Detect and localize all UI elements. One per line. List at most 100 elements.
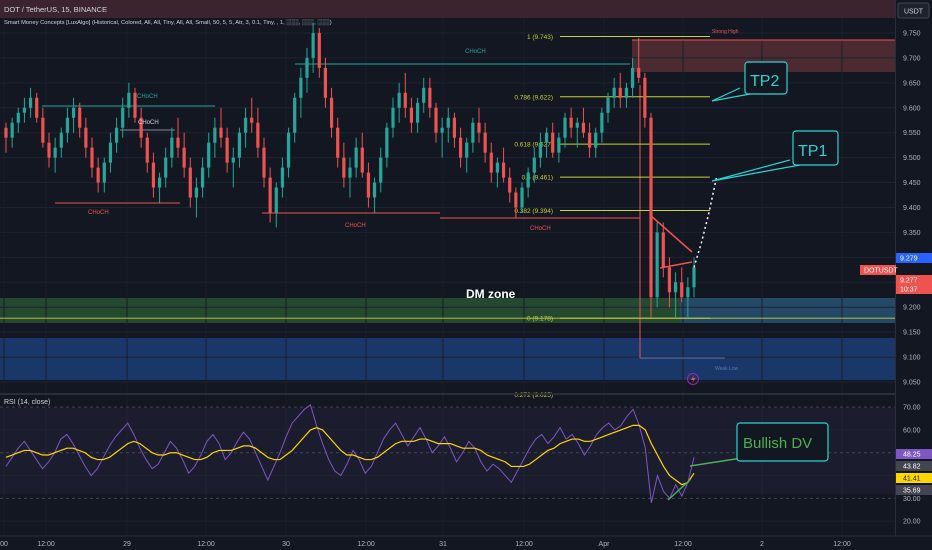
- tp1-label: TP1: [798, 143, 827, 160]
- candle-body: [114, 127, 119, 143]
- rsi-tick-label: 20.00: [903, 519, 921, 526]
- candle-body: [59, 132, 63, 148]
- candle-body: [194, 187, 199, 198]
- candle-body: [188, 167, 192, 198]
- grid-lines: [0, 18, 895, 536]
- choch-label-3: CHoCH: [465, 49, 486, 55]
- price-label: DOTUSDT: [864, 268, 899, 275]
- candle-body: [151, 162, 156, 188]
- candle-body: [336, 127, 340, 158]
- candle-body: [164, 157, 168, 178]
- price-label-bg: [896, 253, 932, 263]
- tp2-box: [744, 61, 788, 95]
- candle-body: [575, 122, 579, 128]
- candle-body: [323, 67, 328, 98]
- rsi-grid: [0, 406, 895, 522]
- candle-body: [372, 182, 377, 198]
- price-tick-label: 9.750: [903, 30, 921, 37]
- dm-zone-label: DM zone: [466, 287, 516, 301]
- candle-body: [280, 167, 285, 188]
- candle-body: [182, 147, 186, 168]
- candle-body: [96, 167, 100, 183]
- price-tick-label: 9.400: [903, 205, 921, 212]
- time-tick-label: 12:00: [515, 541, 533, 548]
- candle-body: [618, 87, 622, 98]
- price-label: 10:37: [900, 287, 918, 294]
- price-tick-label: 9.450: [903, 180, 921, 187]
- tp1-box: [792, 130, 839, 166]
- time-axis[interactable]: [0, 536, 932, 550]
- candle-body: [692, 267, 696, 288]
- candle-body: [557, 137, 561, 153]
- candle-body: [673, 282, 678, 293]
- candle-body: [667, 267, 672, 293]
- fib-level-label: 0 (9.178): [527, 316, 553, 323]
- candle-body: [139, 117, 143, 138]
- candle-body: [53, 147, 57, 158]
- candle-body: [637, 67, 641, 78]
- price-tick-label: 9.550: [903, 130, 921, 137]
- choch-label-6: CHoCH: [138, 120, 159, 126]
- candle-body: [4, 127, 8, 138]
- candle-body: [686, 287, 690, 298]
- candle-body: [213, 127, 217, 143]
- candle-body: [428, 87, 432, 108]
- price-tick-label: 9.350: [903, 230, 921, 237]
- candles: [4, 22, 696, 318]
- candle-body: [268, 177, 272, 213]
- rsi-tick-label: 30.00: [903, 496, 921, 503]
- rsi-title: RSI (14, close): [4, 399, 50, 406]
- candle-body: [286, 132, 291, 168]
- candle-body: [594, 132, 598, 148]
- rsi-label-bg: [896, 473, 932, 483]
- structure-labels: CHoCH CHoCH CHoCH CHoCH CHoCH CHoCH Stro…: [88, 29, 739, 372]
- rsi-tick-label: 70.00: [903, 405, 921, 412]
- price-tick-label: 9.200: [903, 305, 921, 312]
- candle-body: [262, 147, 266, 178]
- candle-body: [483, 132, 487, 153]
- fib-retracement[interactable]: 1 (9.743) 0.786 (9.622) 0.618 (9.527) 0.5 (…: [0, 34, 895, 399]
- weak-low-label: Weak Low: [715, 366, 739, 372]
- currency-button[interactable]: USDT: [897, 2, 930, 19]
- candle-body: [649, 117, 653, 298]
- rsi-label-bg: [896, 461, 932, 471]
- candle-body: [630, 67, 635, 88]
- projection-path: [693, 177, 718, 268]
- candle-body: [354, 147, 358, 168]
- price-tick-label: 9.050: [903, 380, 921, 387]
- candle-body: [342, 157, 346, 178]
- candle-body: [544, 132, 549, 143]
- tp2-label: TP2: [750, 73, 779, 90]
- symbol-title: DOT / TetherUS, 15, BINANCE: [4, 5, 107, 14]
- time-axis-ticks: 00 12:00 29 12:00 30 12:00 31 12:00 Apr 12:00 2 12:…: [0, 541, 851, 548]
- time-tick-label: Apr: [599, 541, 611, 548]
- rsi-tick-label: 60.00: [903, 427, 921, 434]
- candle-body: [71, 107, 76, 118]
- price-axis[interactable]: [896, 0, 932, 536]
- price-tick-label: 9.650: [903, 80, 921, 87]
- candle-body: [680, 282, 684, 298]
- candle-body: [170, 137, 174, 158]
- candle-body: [397, 92, 401, 108]
- alert-lightning-icon[interactable]: [687, 373, 699, 385]
- price-tick-label: 9.600: [903, 105, 921, 112]
- candle-body: [409, 107, 414, 123]
- fib-level-label: 1 (9.743): [527, 34, 553, 41]
- candle-body: [403, 92, 407, 108]
- candle-body: [207, 142, 211, 168]
- discount-zone: [0, 338, 895, 380]
- rsi-value-label: 41.41: [903, 476, 921, 483]
- candle-body: [16, 112, 20, 123]
- candle-body: [422, 87, 426, 103]
- candle-body: [274, 187, 278, 213]
- choch-label-5: CHoCH: [530, 226, 551, 232]
- currency-button-bg[interactable]: [897, 2, 930, 19]
- candle-body: [329, 97, 334, 128]
- fib-level-label: 0.272 (9.025): [514, 392, 553, 399]
- choch-label-4: CHoCH: [345, 223, 366, 229]
- time-tick-label: 30: [282, 541, 290, 548]
- candle-body: [360, 147, 364, 173]
- rsi-ma-line: [5, 424, 695, 486]
- candle-body: [391, 107, 395, 128]
